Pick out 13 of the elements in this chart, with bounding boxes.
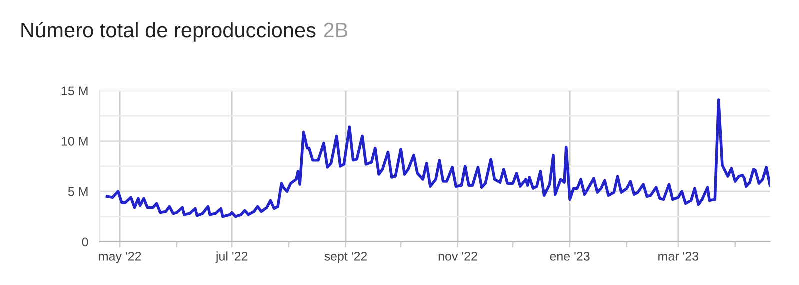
y-tick-label: 0 — [82, 238, 88, 247]
line-series — [106, 98, 770, 218]
y-tick-label: 5 M — [68, 188, 88, 196]
y-tick-label: 10 M — [62, 137, 88, 146]
chart-subtitle: 2B — [324, 22, 348, 38]
x-tick-label: jul '22 — [216, 252, 248, 264]
x-tick-label: may '22 — [99, 252, 142, 264]
x-tick-label: ene '23 — [550, 252, 590, 261]
x-tick-label: nov '22 — [438, 252, 478, 261]
chart-title: Número total de reproducciones — [22, 22, 316, 42]
x-tick-label: mar '23 — [658, 252, 699, 261]
y-tick-label: 15 M — [62, 86, 88, 96]
x-tick-label: sept '22 — [324, 252, 368, 264]
